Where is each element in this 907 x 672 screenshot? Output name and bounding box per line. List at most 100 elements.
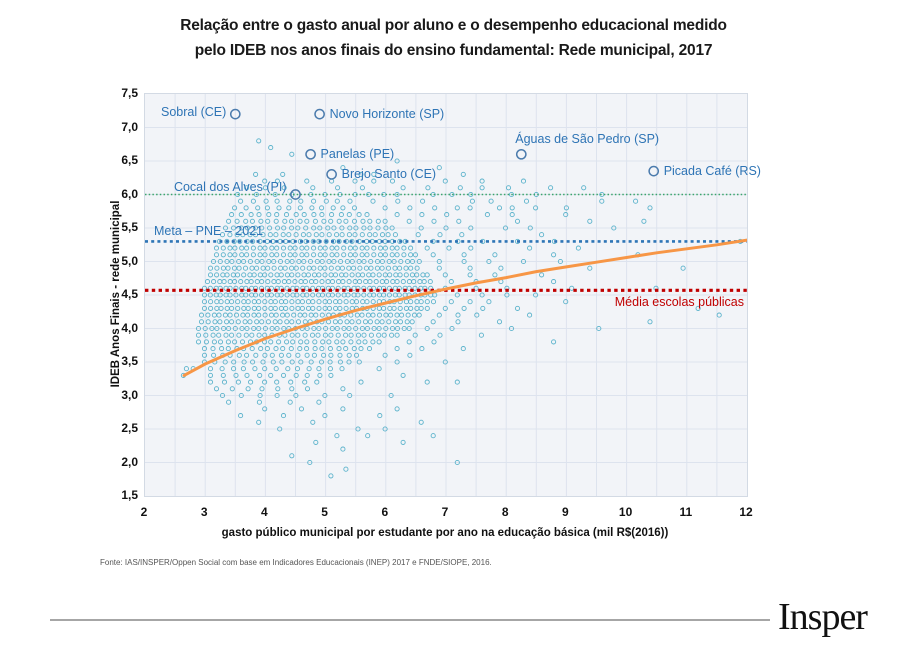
scatter-point xyxy=(289,225,295,231)
scatter-point xyxy=(232,205,238,211)
y-tick-label: 1,5 xyxy=(121,488,138,502)
scatter-point xyxy=(316,325,322,332)
y-tick-label: 2,5 xyxy=(121,421,138,435)
scatter-point xyxy=(647,205,653,211)
scatter-point xyxy=(406,325,412,332)
scatter-point xyxy=(249,332,255,338)
scatter-point xyxy=(376,305,382,311)
scatter-point xyxy=(262,299,268,305)
scatter-point xyxy=(405,258,411,265)
scatter-point xyxy=(289,305,295,311)
scatter-point xyxy=(263,198,269,204)
scatter-point xyxy=(273,218,279,224)
scatter-point xyxy=(335,292,341,298)
scatter-point xyxy=(262,252,268,258)
scatter-point xyxy=(262,245,268,251)
scatter-point xyxy=(348,339,354,345)
scatter-point xyxy=(272,305,278,311)
scatter-point xyxy=(365,312,371,318)
scatter-point xyxy=(317,245,323,251)
scatter-point xyxy=(294,292,300,298)
scatter-point xyxy=(370,339,376,345)
x-tick-label: 3 xyxy=(200,505,208,519)
scatter-point xyxy=(317,372,323,378)
scatter-point xyxy=(286,205,292,211)
scatter-point xyxy=(220,272,226,278)
scatter-point xyxy=(376,366,382,372)
scatter-point xyxy=(281,185,287,191)
scatter-point xyxy=(319,205,325,211)
scatter-point xyxy=(508,325,515,332)
scatter-point xyxy=(243,218,249,224)
scatter-point xyxy=(394,312,400,318)
scatter-point xyxy=(385,232,391,238)
scatter-point xyxy=(393,272,399,278)
scatter-point xyxy=(322,252,328,258)
scatter-point xyxy=(352,245,358,251)
scatter-point xyxy=(227,279,233,285)
scatter-point xyxy=(357,279,363,285)
scatter-point xyxy=(569,285,575,291)
scatter-point xyxy=(332,319,338,325)
scatter-point xyxy=(337,299,343,305)
scatter-point xyxy=(344,258,350,265)
scatter-point xyxy=(322,272,328,278)
scatter-point xyxy=(341,252,347,258)
scatter-point xyxy=(328,272,334,278)
scatter-point xyxy=(233,292,239,298)
scatter-point xyxy=(358,346,364,352)
scatter-point xyxy=(306,265,312,271)
scatter-point xyxy=(244,352,250,358)
scatter-point xyxy=(280,346,286,352)
scatter-point xyxy=(349,299,355,305)
scatter-point xyxy=(222,359,228,365)
scatter-point xyxy=(343,305,349,311)
scatter-point xyxy=(302,379,308,385)
scatter-point xyxy=(280,413,287,419)
scatter-point xyxy=(382,218,388,224)
scatter-point xyxy=(253,352,259,358)
scatter-point xyxy=(293,232,299,238)
scatter-point xyxy=(257,272,263,278)
scatter-point xyxy=(218,305,224,311)
scatter-point xyxy=(401,252,407,258)
scatter-point xyxy=(431,218,437,224)
scatter-point xyxy=(418,305,424,311)
scatter-point xyxy=(236,332,242,338)
scatter-point xyxy=(227,312,233,318)
scatter-point xyxy=(418,299,424,305)
scatter-point xyxy=(316,272,322,278)
scatter-point xyxy=(486,299,492,305)
scatter-point xyxy=(414,265,420,271)
scatter-point xyxy=(245,299,251,305)
scatter-point xyxy=(382,272,388,278)
scatter-point xyxy=(385,265,392,271)
scatter-point xyxy=(479,185,485,191)
scatter-point xyxy=(299,252,305,258)
scatter-point xyxy=(611,225,617,231)
scatter-point xyxy=(201,285,208,291)
scatter-point xyxy=(444,212,450,218)
scatter-point xyxy=(371,245,377,251)
scatter-point xyxy=(364,325,370,332)
scatter-point xyxy=(201,346,208,352)
scatter-point xyxy=(356,212,362,218)
scatter-point xyxy=(349,258,355,265)
scatter-point xyxy=(367,232,373,238)
scatter-point xyxy=(283,305,289,311)
scatter-point xyxy=(408,245,414,251)
scatter-point xyxy=(225,339,231,345)
scatter-point xyxy=(327,366,333,372)
scatter-point xyxy=(394,406,400,412)
scatter-point xyxy=(334,245,340,251)
scatter-point xyxy=(241,299,247,305)
scatter-point xyxy=(376,339,382,345)
scatter-point xyxy=(235,319,241,325)
scatter-point xyxy=(256,305,262,311)
scatter-point xyxy=(273,232,279,238)
scatter-point xyxy=(337,305,343,311)
scatter-point xyxy=(479,178,485,184)
scatter-point xyxy=(260,232,266,238)
scatter-point xyxy=(230,225,237,231)
scatter-point xyxy=(338,258,344,265)
